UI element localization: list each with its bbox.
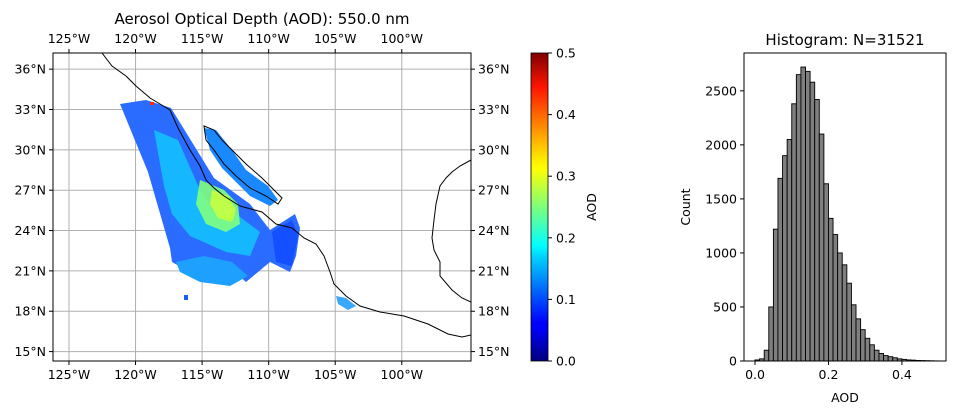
map-ytick-label-right: 18°N (478, 304, 510, 319)
histogram-xlabel: AOD (831, 390, 859, 405)
histogram-bar (792, 104, 797, 361)
map-panel: Aerosol Optical Depth (AOD): 550.0 nm (14, 10, 509, 382)
histogram-ytick-label: 2000 (705, 137, 737, 152)
histogram-bar (796, 75, 801, 361)
map-ytick-label-right: 15°N (478, 344, 510, 359)
map-ytick-label-left: 33°N (14, 102, 46, 117)
histogram-ytick-label: 2500 (705, 83, 737, 98)
map-xtick-label-top: 110°W (247, 31, 289, 46)
histogram-ytick-label: 1500 (705, 191, 737, 206)
map-ytick-label-right: 36°N (478, 62, 510, 77)
histogram-bar (806, 71, 811, 361)
colorbar-tick-label: 0.5 (556, 46, 576, 61)
histogram-ylabel: Count (678, 188, 693, 225)
histogram-bar (773, 229, 778, 361)
map-ytick-label-right: 33°N (478, 102, 510, 117)
colorbar-tick-label: 0.4 (556, 107, 576, 122)
map-title: Aerosol Optical Depth (AOD): 550.0 nm (114, 10, 409, 28)
map-ytick-label-left: 36°N (14, 62, 46, 77)
histogram-bar (838, 253, 843, 361)
histogram-bar (787, 139, 792, 361)
histogram-bar (851, 305, 856, 361)
colorbar-gradient (531, 53, 548, 361)
map-ytick-label-left: 15°N (14, 344, 46, 359)
map-ytick-label-left: 24°N (14, 223, 46, 238)
map-xtick-label-top: 100°W (381, 31, 423, 46)
histogram-bar (833, 235, 838, 361)
histogram-bar (861, 330, 866, 361)
histogram-bar (884, 356, 889, 361)
histogram-bar (815, 99, 820, 361)
colorbar-tick-label: 0.0 (556, 354, 576, 369)
map-xtick-label-bottom: 125°W (48, 367, 90, 382)
histogram-bar (824, 184, 829, 361)
histogram-bar (874, 350, 879, 361)
histogram-bar (801, 67, 806, 361)
map-xtick-label-bottom: 115°W (181, 367, 223, 382)
histogram-xtick-label: 0.4 (892, 367, 912, 382)
histogram-bar (764, 350, 769, 361)
histogram-bar (828, 218, 833, 361)
colorbar-tick-label: 0.1 (556, 292, 576, 307)
map-ytick-label-right: 21°N (478, 263, 510, 278)
histogram-xtick-label: 0.2 (819, 367, 839, 382)
map-xtick-label-bottom: 105°W (314, 367, 356, 382)
colorbar-tick-label: 0.2 (556, 230, 576, 245)
map-xtick-label-top: 125°W (48, 31, 90, 46)
map-ytick-label-left: 30°N (14, 142, 46, 157)
histogram-ytick-label: 0 (729, 354, 737, 369)
map-ytick-label-left: 21°N (14, 263, 46, 278)
histogram-xtick-label: 0.0 (745, 367, 765, 382)
map-ytick-label-left: 18°N (14, 304, 46, 319)
histogram-bars (755, 67, 939, 361)
histogram-ytick-label: 500 (713, 299, 737, 314)
histogram-bar (870, 345, 875, 361)
histogram-title: Histogram: N=31521 (765, 31, 924, 49)
histogram-bar (856, 319, 861, 361)
map-xtick-label-top: 115°W (181, 31, 223, 46)
histogram-bar (778, 178, 783, 361)
map-xtick-label-bottom: 120°W (114, 367, 156, 382)
map-xtick-label-top: 120°W (114, 31, 156, 46)
histogram-bar (842, 265, 847, 361)
aod-swath-speck (184, 295, 188, 300)
map-xtick-label-top: 105°W (314, 31, 356, 46)
histogram-bar (819, 134, 824, 361)
colorbar-label: AOD (584, 193, 599, 221)
histogram-bar (810, 82, 815, 361)
histogram-bar (888, 357, 893, 361)
histogram-ytick-label: 1000 (705, 245, 737, 260)
histogram-bar (865, 338, 870, 361)
map-xtick-label-bottom: 100°W (381, 367, 423, 382)
histogram-panel: Histogram: N=31521 0.0 0.2 0.4 0 500 1000 1500… (678, 31, 946, 405)
histogram-bar (879, 353, 884, 361)
colorbar-tick-label: 0.3 (556, 169, 576, 184)
map-ytick-label-left: 27°N (14, 183, 46, 198)
colorbar-ticks: 0.0 0.1 0.2 0.3 0.4 0.5 (548, 46, 576, 369)
map-ytick-label-right: 24°N (478, 223, 510, 238)
histogram-bar (769, 307, 774, 361)
histogram-bar (847, 283, 852, 361)
map-axes-frame (53, 53, 471, 361)
map-ytick-label-right: 27°N (478, 183, 510, 198)
aod-swath-red-speck (150, 102, 154, 105)
histogram-bar (783, 156, 788, 361)
map-ytick-label-right: 30°N (478, 142, 510, 157)
colorbar: 0.0 0.1 0.2 0.3 0.4 0.5 AOD (531, 46, 599, 369)
map-xtick-label-bottom: 110°W (247, 367, 289, 382)
